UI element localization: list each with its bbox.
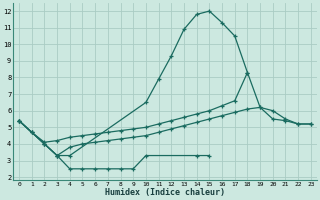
- X-axis label: Humidex (Indice chaleur): Humidex (Indice chaleur): [105, 188, 225, 197]
